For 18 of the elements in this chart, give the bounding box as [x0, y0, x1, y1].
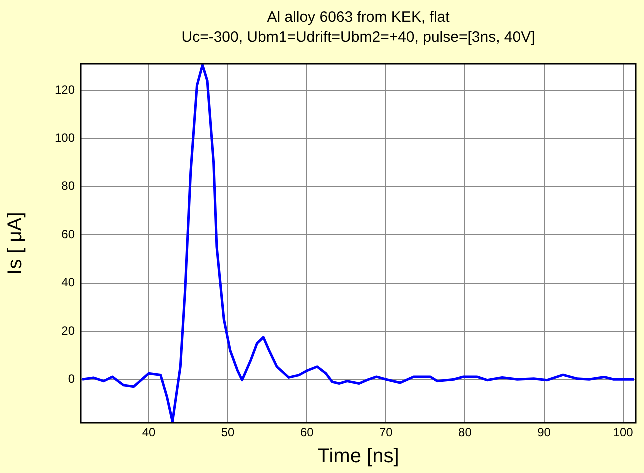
x-tick-label: 40: [142, 426, 156, 440]
chart-subtitle: Uc=-300, Ubm1=Udrift=Ubm2=+40, pulse=[3ns, 40V]: [182, 29, 536, 46]
x-tick-label: 70: [379, 426, 394, 440]
y-tick-label: 80: [62, 179, 76, 194]
y-tick-label: 20: [62, 324, 76, 338]
y-tick-label: 0: [68, 372, 76, 386]
x-tick-label: 60: [300, 426, 314, 440]
x-tick-label: 80: [458, 426, 472, 440]
x-tick-label: 90: [538, 426, 552, 440]
x-tick-label: 50: [221, 426, 236, 440]
y-tick-label: 120: [54, 82, 76, 97]
x-tick-label: 100: [613, 426, 634, 440]
y-axis-title: Is [ μA]: [4, 212, 27, 275]
chart-title: Al alloy 6063 from KEK, flat: [267, 9, 451, 26]
y-tick-label: 100: [54, 131, 76, 146]
x-axis-title: Time [ns]: [318, 446, 400, 468]
y-tick-label: 40: [62, 276, 76, 290]
y-tick-label: 60: [62, 227, 76, 242]
